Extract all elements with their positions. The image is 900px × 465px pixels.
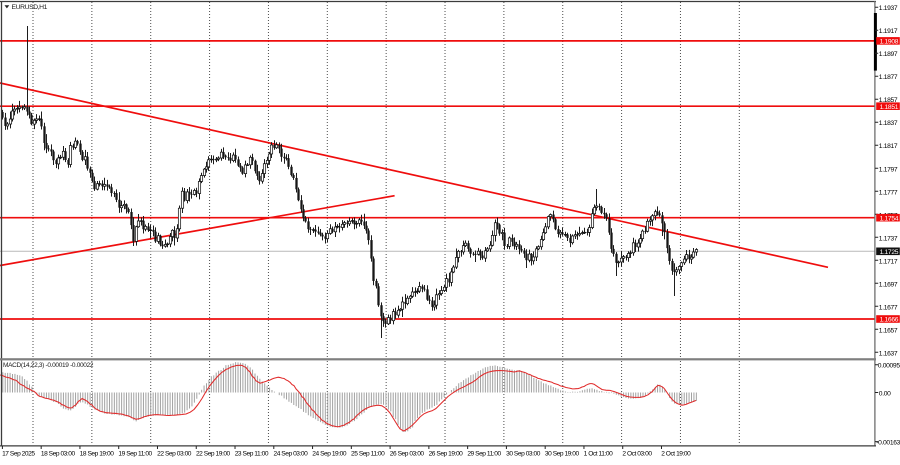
svg-text:29 Sep 11:00: 29 Sep 11:00 — [467, 450, 501, 457]
svg-text:26 Sep 19:00: 26 Sep 19:00 — [429, 450, 464, 457]
svg-text:18 Sep 03:00: 18 Sep 03:00 — [41, 450, 76, 457]
svg-text:-0.00163: -0.00163 — [876, 440, 900, 447]
svg-text:1.1877: 1.1877 — [879, 74, 898, 81]
svg-text:30 Sep 19:00: 30 Sep 19:00 — [545, 450, 580, 457]
svg-text:1.1817: 1.1817 — [879, 143, 898, 150]
svg-text:1.1937: 1.1937 — [879, 5, 898, 12]
svg-text:19 Sep 11:00: 19 Sep 11:00 — [118, 450, 152, 457]
svg-text:1.1777: 1.1777 — [879, 189, 898, 196]
svg-text:1.1857: 1.1857 — [879, 97, 898, 104]
svg-text:1.1666: 1.1666 — [880, 317, 899, 324]
svg-text:1.1725: 1.1725 — [880, 249, 899, 256]
svg-text:1.1737: 1.1737 — [879, 235, 898, 242]
svg-text:25 Sep 11:00: 25 Sep 11:00 — [351, 450, 385, 457]
svg-text:1.1851: 1.1851 — [880, 104, 899, 111]
svg-text:30 Sep 03:00: 30 Sep 03:00 — [506, 450, 541, 457]
svg-text:1.1917: 1.1917 — [879, 28, 898, 35]
svg-text:2 Oct 03:00: 2 Oct 03:00 — [622, 450, 652, 457]
svg-text:1.1754: 1.1754 — [880, 215, 899, 222]
svg-text:1.1697: 1.1697 — [879, 281, 898, 288]
svg-text:1.1908: 1.1908 — [880, 39, 899, 46]
svg-text:1.1677: 1.1677 — [879, 304, 898, 311]
svg-text:18 Sep 19:00: 18 Sep 19:00 — [80, 450, 115, 457]
svg-text:22 Sep 19:00: 22 Sep 19:00 — [196, 450, 231, 457]
svg-text:1.1797: 1.1797 — [879, 166, 898, 173]
svg-text:1.1837: 1.1837 — [879, 120, 898, 127]
svg-text:2 Oct 19:00: 2 Oct 19:00 — [661, 450, 691, 457]
svg-text:MACD(14,22,3) -0.00019 -0.0002: MACD(14,22,3) -0.00019 -0.00022 — [3, 362, 94, 369]
svg-text:24 Sep 03:00: 24 Sep 03:00 — [273, 450, 308, 457]
svg-text:22 Sep 03:00: 22 Sep 03:00 — [157, 450, 192, 457]
svg-text:1.1637: 1.1637 — [879, 350, 898, 357]
svg-text:EURUSD,H1: EURUSD,H1 — [12, 4, 48, 11]
svg-text:0.00: 0.00 — [879, 391, 891, 398]
svg-text:0.00095: 0.00095 — [878, 363, 900, 370]
svg-text:23 Sep 11:00: 23 Sep 11:00 — [235, 450, 269, 457]
svg-text:17 Sep 2025: 17 Sep 2025 — [2, 450, 35, 457]
svg-text:1.1897: 1.1897 — [879, 51, 898, 58]
svg-text:1.1657: 1.1657 — [879, 327, 898, 334]
svg-text:24 Sep 19:00: 24 Sep 19:00 — [312, 450, 347, 457]
svg-text:26 Sep 03:00: 26 Sep 03:00 — [390, 450, 425, 457]
svg-text:1 Oct 11:00: 1 Oct 11:00 — [584, 450, 613, 457]
svg-text:1.1717: 1.1717 — [879, 258, 898, 265]
